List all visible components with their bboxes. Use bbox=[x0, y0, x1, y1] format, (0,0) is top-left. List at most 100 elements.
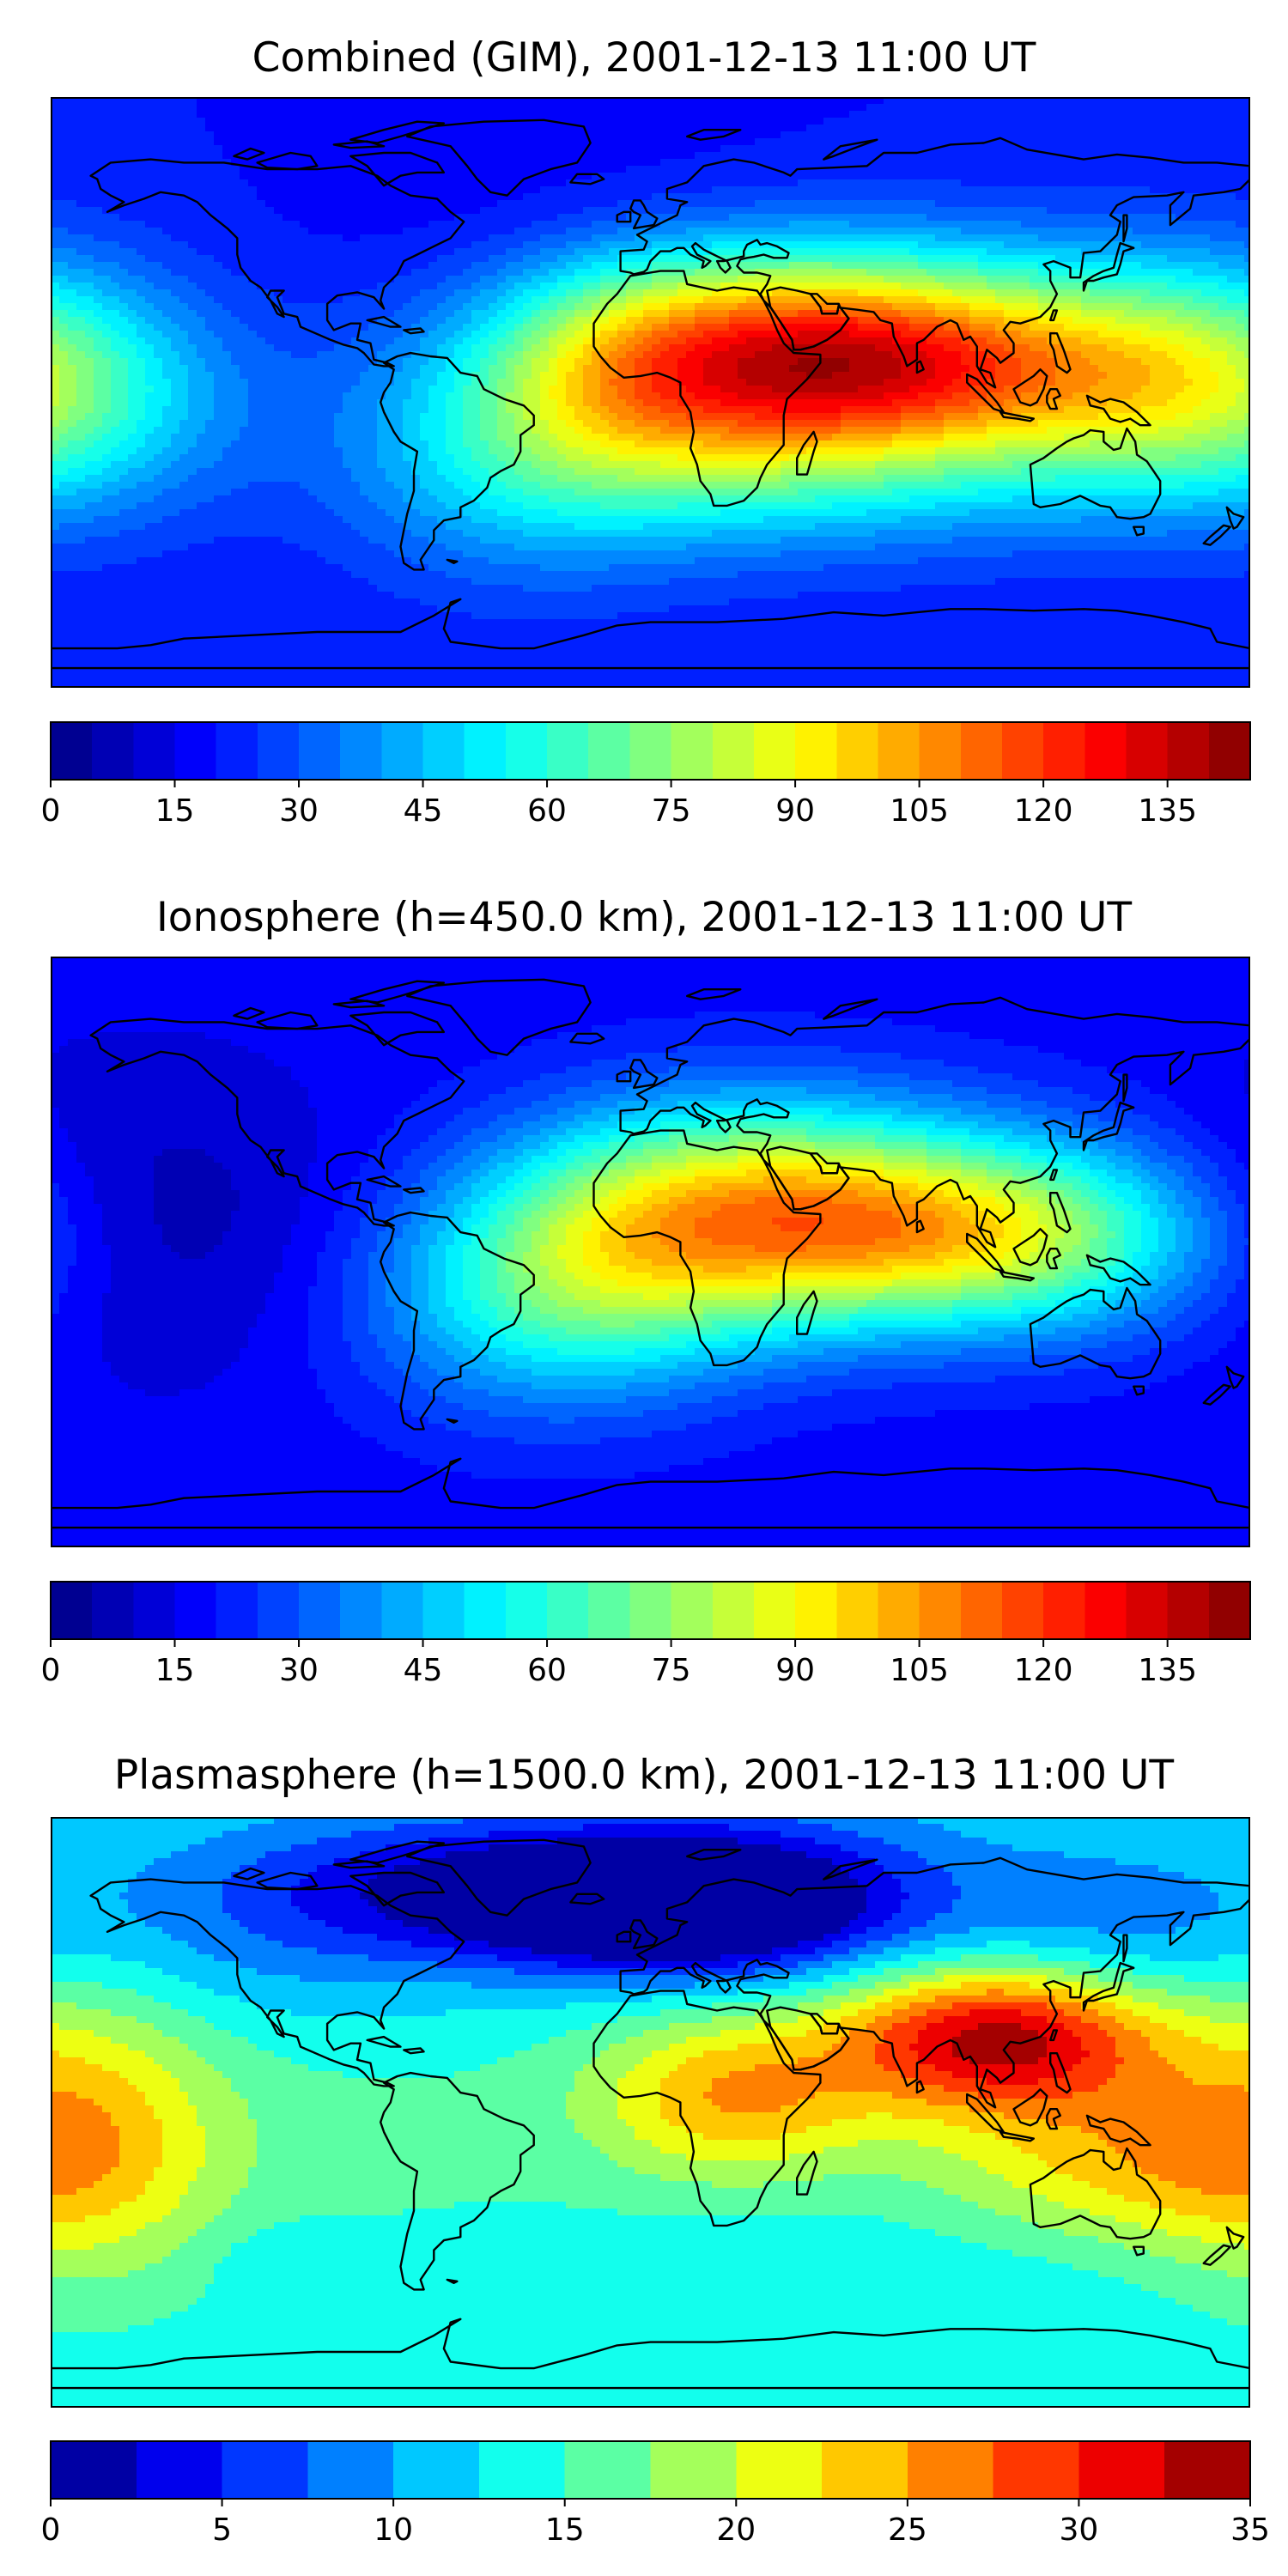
map-frame bbox=[51, 97, 1250, 688]
colorbar-swatch bbox=[478, 2440, 566, 2499]
coastlines bbox=[51, 118, 1250, 670]
colorbar-swatch bbox=[993, 2440, 1079, 2499]
coastline-south-america bbox=[380, 2071, 535, 2291]
coastline-sakhalin bbox=[1122, 1934, 1128, 1963]
coastline-antarctica bbox=[51, 1457, 1250, 1529]
coastline-ellesmere bbox=[349, 1840, 446, 1864]
coastline-new-guinea bbox=[1085, 2114, 1151, 2147]
colorbar-tick-label: 30 bbox=[1060, 2512, 1099, 2548]
coastline-africa bbox=[592, 1990, 822, 2227]
colorbar-swatch bbox=[381, 721, 424, 780]
colorbar-tick-label: 135 bbox=[1138, 793, 1197, 829]
coastline-iceland bbox=[569, 173, 605, 185]
colorbar-swatch bbox=[307, 2440, 394, 2499]
coastline-tasmania bbox=[1132, 526, 1145, 537]
coastline-antarctica bbox=[51, 2318, 1250, 2390]
coastline-japan bbox=[1082, 1961, 1135, 2012]
colorbar-swatch bbox=[1043, 1581, 1085, 1639]
coastline-uk bbox=[629, 1919, 659, 1950]
colorbar-swatch bbox=[1208, 1581, 1251, 1639]
coastline-greenland bbox=[406, 978, 592, 1056]
coastline-cuba bbox=[366, 2035, 402, 2048]
coastline-banks-island bbox=[233, 1867, 265, 1880]
colorbar-tick-label: 0 bbox=[41, 1653, 61, 1688]
colorbar-tick-label: 25 bbox=[888, 2512, 927, 2548]
colorbar-swatch bbox=[712, 721, 755, 780]
colorbar-swatch bbox=[133, 721, 176, 780]
coastline-falklands bbox=[446, 1418, 459, 1424]
colorbar-tick-label: 30 bbox=[279, 1653, 319, 1688]
coastline-svalbard bbox=[686, 988, 742, 1000]
coastline-devon-island bbox=[332, 999, 386, 1009]
coastline-eurasia bbox=[619, 1856, 1250, 2109]
coastline-tasmania bbox=[1132, 1385, 1145, 1396]
coastline-south-america bbox=[380, 351, 535, 571]
coastline-arabia-fill bbox=[766, 2006, 850, 2071]
coastline-nz-north bbox=[1225, 2226, 1245, 2250]
coastline-sri-lanka bbox=[915, 1219, 925, 1234]
colorbar-swatch bbox=[136, 2440, 223, 2499]
coastline-iceland bbox=[569, 1032, 605, 1045]
colorbar-swatch bbox=[257, 721, 300, 780]
colorbar-swatch bbox=[588, 721, 630, 780]
coastline-sumatra bbox=[965, 2093, 1005, 2134]
colorbar-swatch bbox=[464, 721, 507, 780]
colorbar-tick-label: 60 bbox=[527, 793, 567, 829]
colorbar-swatch bbox=[393, 2440, 480, 2499]
coastline-cuba bbox=[366, 315, 402, 328]
colorbar-swatch bbox=[960, 721, 1003, 780]
colorbar-tick-label: 5 bbox=[212, 2512, 232, 2548]
coastline-cuba bbox=[366, 1175, 402, 1188]
colorbar-swatch bbox=[671, 721, 714, 780]
coastline-nz-north bbox=[1225, 506, 1245, 530]
colorbar-tick-label: 75 bbox=[652, 1653, 691, 1688]
coastline-victoria-island bbox=[256, 151, 319, 171]
colorbar-swatch bbox=[299, 721, 341, 780]
colorbar-swatch bbox=[795, 721, 837, 780]
colorbar-swatch bbox=[505, 1581, 548, 1639]
map-plasmasphere bbox=[51, 1817, 1250, 2408]
coastline-taiwan bbox=[1048, 1169, 1059, 1182]
coastline-uk bbox=[629, 199, 659, 230]
colorbar-swatch bbox=[174, 1581, 217, 1639]
colorbar-swatch bbox=[736, 2440, 823, 2499]
coastline-borneo bbox=[1012, 368, 1048, 407]
colorbar-swatch bbox=[1208, 721, 1251, 780]
colorbar-swatch bbox=[547, 1581, 589, 1639]
colorbar-swatch bbox=[340, 721, 382, 780]
coastline-ireland bbox=[616, 1930, 632, 1943]
coastline-sumatra bbox=[965, 373, 1005, 414]
colorbar-swatch bbox=[836, 721, 878, 780]
colorbar-tick-label: 0 bbox=[41, 2512, 61, 2548]
coastlines bbox=[51, 978, 1250, 1529]
colorbar-swatch bbox=[836, 1581, 878, 1639]
colorbar-swatch bbox=[919, 721, 962, 780]
colorbar-tick-label: 0 bbox=[41, 793, 61, 829]
colorbar-swatch bbox=[1126, 721, 1169, 780]
colorbar-tick-label: 120 bbox=[1014, 793, 1073, 829]
coastline-japan bbox=[1082, 1101, 1135, 1151]
map-combined bbox=[51, 97, 1250, 688]
coastline-africa bbox=[592, 270, 822, 507]
colorbar-tick-label: 45 bbox=[404, 793, 443, 829]
colorbar-swatch bbox=[919, 1581, 962, 1639]
coastline-eurasia bbox=[619, 137, 1250, 389]
colorbar-swatch bbox=[92, 721, 134, 780]
colorbar-swatch bbox=[340, 1581, 382, 1639]
colorbar-tick-label: 15 bbox=[155, 1653, 195, 1688]
field-cells bbox=[51, 1817, 1250, 2408]
colorbar-tick-label: 90 bbox=[775, 1653, 815, 1688]
coastline-devon-island bbox=[332, 140, 386, 149]
colorbar-swatch bbox=[712, 1581, 755, 1639]
colorbar-swatch bbox=[878, 1581, 920, 1639]
coastline-philippines bbox=[1048, 332, 1072, 374]
coastline-japan bbox=[1082, 241, 1135, 292]
coastline-falklands bbox=[446, 2278, 459, 2284]
colorbar-tick-label: 10 bbox=[374, 2512, 413, 2548]
map-frame bbox=[51, 957, 1250, 1547]
coastline-victoria-island bbox=[256, 1871, 319, 1891]
colorbar-frame bbox=[50, 2440, 1251, 2500]
colorbar-swatch bbox=[1084, 721, 1127, 780]
coastline-greenland bbox=[406, 118, 592, 197]
colorbar-tick-label: 30 bbox=[279, 793, 319, 829]
